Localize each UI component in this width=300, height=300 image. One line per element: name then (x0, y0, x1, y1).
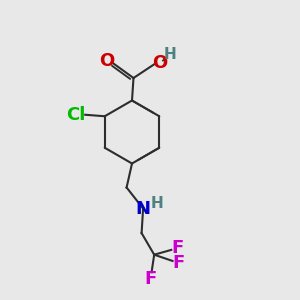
Text: O: O (99, 52, 114, 70)
Text: F: F (172, 239, 184, 257)
Text: O: O (152, 54, 167, 72)
Text: H: H (151, 196, 164, 211)
Text: N: N (136, 200, 151, 217)
Text: F: F (173, 254, 185, 272)
Text: Cl: Cl (67, 106, 86, 124)
Text: F: F (145, 270, 157, 288)
Text: H: H (164, 47, 177, 62)
